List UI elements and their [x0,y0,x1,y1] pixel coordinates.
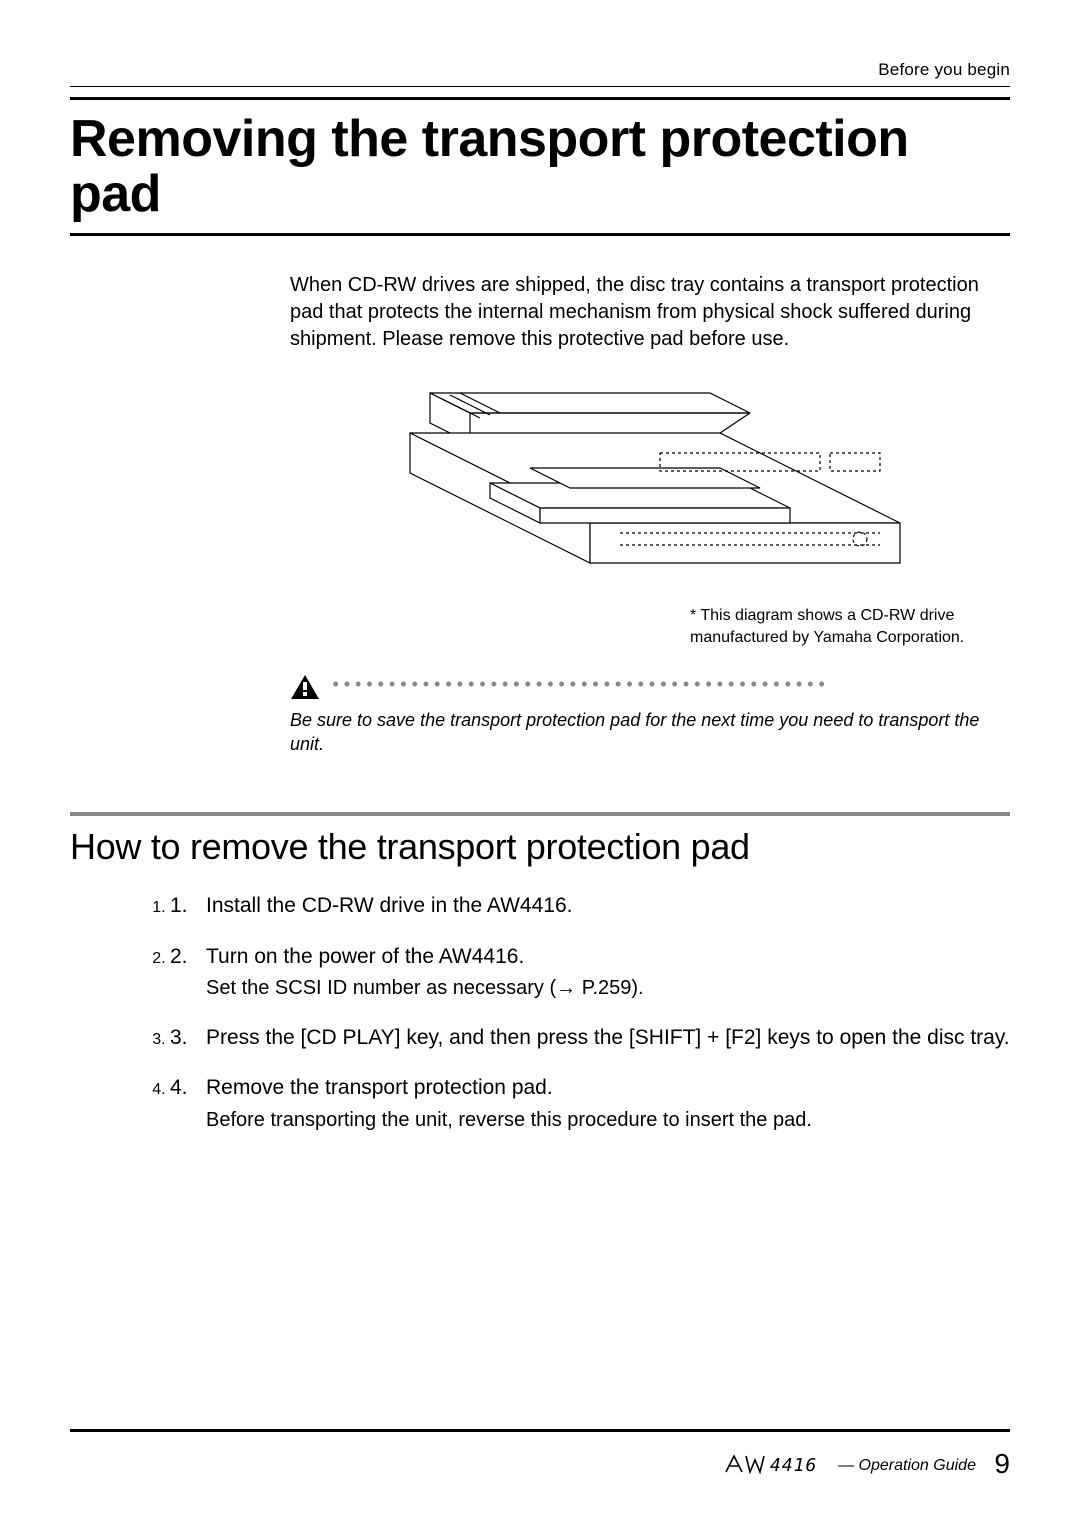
device-illustration [360,373,920,603]
warning-dots: • • • • • • • • • • • • • • • • • • • • … [332,674,824,695]
thin-rule [70,86,1010,87]
footer-brand-logo: 4416 [724,1457,838,1474]
running-head: Before you begin [70,60,1010,80]
page-title: Removing the transport protection pad [70,108,1010,225]
page-footer: 4416 — Operation Guide 9 [70,1429,1010,1480]
warning-icon [290,674,320,705]
title-rule-top [70,97,1010,100]
warning-block: • • • • • • • • • • • • • • • • • • • • … [290,674,1010,756]
content-block: When CD-RW drives are shipped, the disc … [290,272,1010,756]
diagram-caption: * This diagram shows a CD-RW drive manuf… [690,605,990,648]
step-heading: Turn on the power of the AW4416. [206,943,524,971]
subhead-rule [70,812,1010,816]
step-heading: Remove the transport protection pad. [206,1074,553,1102]
section-subhead: How to remove the transport protection p… [70,826,1010,868]
steps-list: 1. Install the CD-RW drive in the AW4416… [170,892,1010,1133]
step-number: 2. [170,945,206,969]
diagram: * This diagram shows a CD-RW drive manuf… [360,373,1010,648]
step-body: Set the SCSI ID number as necessary (→ P… [206,975,1010,1002]
intro-paragraph: When CD-RW drives are shipped, the disc … [290,272,1010,353]
step-item: 3. Press the [CD PLAY] key, and then pre… [170,1024,1010,1052]
step-item: 1. Install the CD-RW drive in the AW4416… [170,892,1010,920]
footer-line: 4416 — Operation Guide 9 [70,1448,1010,1480]
footer-page-number: 9 [994,1448,1010,1479]
step-item: 4. Remove the transport protection pad. … [170,1074,1010,1133]
title-rule-bottom [70,233,1010,236]
page-root: Before you begin Removing the transport … [0,0,1080,1528]
step-number: 3. [170,1026,206,1050]
step-item: 2. Turn on the power of the AW4416. Set … [170,943,1010,1002]
footer-rule [70,1429,1010,1432]
step-number: 1. [170,894,206,918]
step-number: 4. [170,1076,206,1100]
svg-text:4416: 4416 [770,1455,817,1474]
step-heading: Install the CD-RW drive in the AW4416. [206,892,573,920]
step-heading: Press the [CD PLAY] key, and then press … [206,1024,1010,1052]
footer-tail: — Operation Guide [838,1457,976,1474]
step-body: Before transporting the unit, reverse th… [206,1107,1010,1134]
warning-text: Be sure to save the transport protection… [290,709,1010,756]
